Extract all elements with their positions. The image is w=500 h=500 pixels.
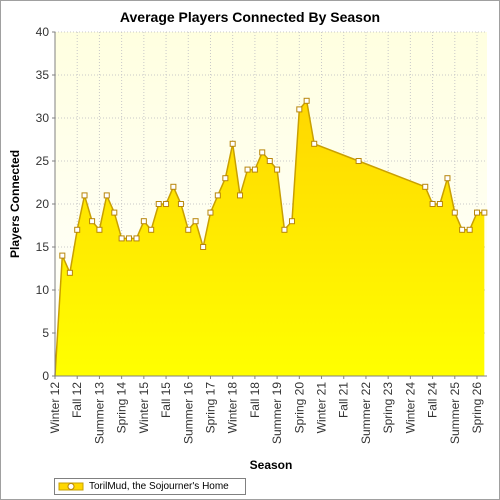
y-tick-label: 25 <box>36 154 50 168</box>
y-tick-label: 40 <box>36 25 50 39</box>
x-tick-label: Summer 16 <box>181 382 195 444</box>
y-tick-label: 30 <box>36 111 50 125</box>
x-tick-label: Spring 14 <box>115 382 129 434</box>
x-tick-label: Fall 18 <box>248 382 262 418</box>
y-axis-label: Players Connected <box>8 150 22 258</box>
chart-title: Average Players Connected By Season <box>119 9 381 25</box>
data-point <box>274 166 281 173</box>
data-point <box>148 226 155 233</box>
x-tick-label: Fall 24 <box>426 382 440 418</box>
data-point <box>311 140 318 147</box>
x-tick-label: Fall 15 <box>159 382 173 418</box>
x-tick-label: Fall 12 <box>70 382 84 418</box>
x-tick-label: Summer 19 <box>270 382 284 444</box>
data-point <box>459 226 466 233</box>
data-point <box>355 158 362 164</box>
data-point <box>125 235 132 242</box>
data-point <box>133 235 140 242</box>
x-tick-label: Winter 21 <box>315 382 329 434</box>
x-tick-label: Fall 21 <box>337 382 351 418</box>
x-tick-label: Winter 24 <box>403 382 417 434</box>
data-point <box>89 218 96 225</box>
legend: TorilMud, the Sojourner's Home <box>54 478 246 495</box>
data-point <box>237 192 244 199</box>
y-tick-label: 35 <box>36 68 50 82</box>
data-point <box>422 183 429 190</box>
data-point <box>474 209 481 216</box>
data-point <box>200 244 207 250</box>
x-axis-ticks: Winter 12 Fall 12 Summer 13 Spring 14 Winter… <box>48 376 484 444</box>
x-tick-label: Summer 25 <box>448 382 462 444</box>
data-point <box>296 106 303 113</box>
data-point <box>222 175 229 182</box>
x-tick-label: Spring 20 <box>292 382 306 434</box>
data-point <box>266 158 273 164</box>
series-markers <box>59 97 488 276</box>
x-tick-label: Winter 15 <box>137 382 151 434</box>
data-point <box>207 209 214 216</box>
data-point <box>288 218 295 225</box>
y-axis-ticks: 0 5 10 15 20 25 30 35 40 <box>36 25 55 383</box>
data-point <box>185 226 192 233</box>
y-tick-label: 0 <box>42 369 49 383</box>
x-tick-label: Summer 13 <box>92 382 106 444</box>
x-tick-label: Spring 26 <box>470 382 484 434</box>
legend-entry-label: TorilMud, the Sojourner's Home <box>89 481 229 492</box>
data-point <box>155 201 162 207</box>
data-point <box>118 235 125 242</box>
data-point <box>444 175 451 182</box>
data-point <box>429 201 436 207</box>
data-point <box>66 269 73 276</box>
data-point <box>59 252 66 259</box>
x-tick-label: Winter 12 <box>48 382 62 434</box>
y-tick-label: 10 <box>36 283 50 297</box>
data-point <box>281 226 288 233</box>
x-tick-label: Spring 23 <box>381 382 395 434</box>
x-axis-label: Season <box>250 458 293 472</box>
x-tick-label: Winter 18 <box>226 382 240 434</box>
y-tick-label: 5 <box>42 326 49 340</box>
data-point <box>163 201 170 207</box>
data-point <box>214 192 221 199</box>
data-point <box>451 209 458 216</box>
legend-swatch <box>58 482 84 491</box>
data-point <box>229 140 236 147</box>
data-point <box>81 192 88 199</box>
data-point <box>177 201 184 207</box>
series-line <box>54 99 485 377</box>
data-point <box>74 226 81 233</box>
data-point <box>192 218 199 225</box>
y-tick-label: 20 <box>36 197 50 211</box>
x-tick-label: Summer 22 <box>359 382 373 444</box>
data-point <box>140 218 147 225</box>
data-point <box>251 166 258 173</box>
data-point <box>259 149 266 156</box>
y-tick-label: 15 <box>36 240 50 254</box>
x-tick-label: Spring 17 <box>203 382 217 434</box>
data-point <box>103 192 110 199</box>
data-point <box>170 183 177 190</box>
data-point <box>244 166 251 173</box>
data-point <box>111 209 118 216</box>
data-point <box>96 226 103 233</box>
series-area-fill <box>55 100 485 377</box>
data-point <box>436 201 443 207</box>
data-point <box>466 226 473 233</box>
data-point <box>303 97 310 104</box>
data-point <box>481 209 488 216</box>
